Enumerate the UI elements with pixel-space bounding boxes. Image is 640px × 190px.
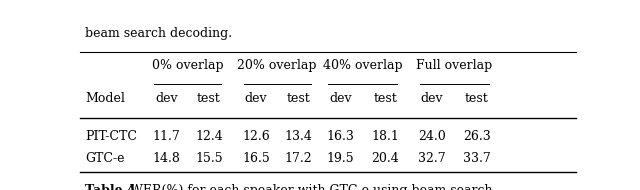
Text: 13.4: 13.4	[284, 130, 312, 143]
Text: 33.7: 33.7	[463, 152, 491, 165]
Text: test: test	[286, 92, 310, 105]
Text: dev: dev	[421, 92, 444, 105]
Text: 0% overlap: 0% overlap	[152, 59, 224, 72]
Text: beam search decoding.: beam search decoding.	[85, 27, 232, 40]
Text: 20% overlap: 20% overlap	[237, 59, 317, 72]
Text: 32.7: 32.7	[419, 152, 446, 165]
Text: GTC-e: GTC-e	[85, 152, 124, 165]
Text: WER(%) for each speaker with GTC-e using beam search: WER(%) for each speaker with GTC-e using…	[122, 184, 493, 190]
Text: dev: dev	[244, 92, 268, 105]
Text: 20.4: 20.4	[371, 152, 399, 165]
Text: Table 4.: Table 4.	[85, 184, 140, 190]
Text: 15.5: 15.5	[195, 152, 223, 165]
Text: PIT-CTC: PIT-CTC	[85, 130, 137, 143]
Text: 26.3: 26.3	[463, 130, 491, 143]
Text: 17.2: 17.2	[284, 152, 312, 165]
Text: test: test	[197, 92, 221, 105]
Text: 18.1: 18.1	[371, 130, 399, 143]
Text: 16.5: 16.5	[242, 152, 270, 165]
Text: 11.7: 11.7	[153, 130, 180, 143]
Text: 19.5: 19.5	[326, 152, 354, 165]
Text: test: test	[373, 92, 397, 105]
Text: 14.8: 14.8	[153, 152, 180, 165]
Text: 12.4: 12.4	[195, 130, 223, 143]
Text: Full overlap: Full overlap	[417, 59, 493, 72]
Text: 40% overlap: 40% overlap	[323, 59, 403, 72]
Text: test: test	[465, 92, 489, 105]
Text: Model: Model	[85, 92, 125, 105]
Text: dev: dev	[329, 92, 352, 105]
Text: 12.6: 12.6	[242, 130, 270, 143]
Text: dev: dev	[156, 92, 178, 105]
Text: 24.0: 24.0	[419, 130, 446, 143]
Text: 16.3: 16.3	[326, 130, 355, 143]
